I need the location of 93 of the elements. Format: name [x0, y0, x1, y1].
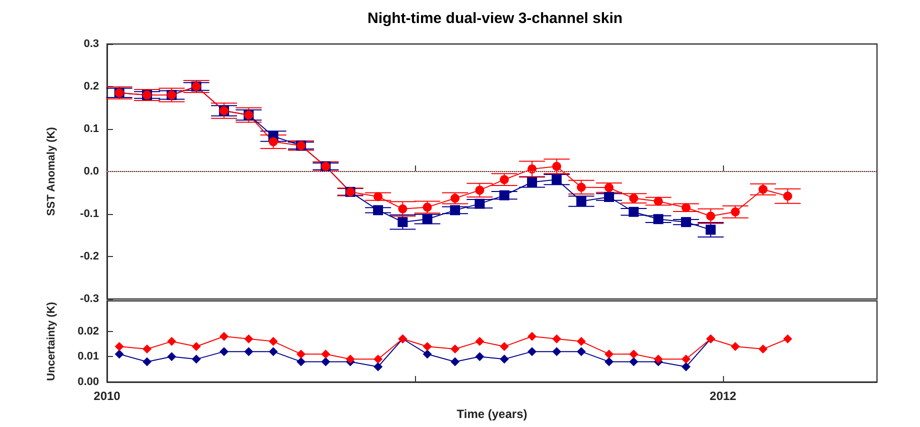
point: [244, 347, 254, 356]
point: [500, 354, 509, 364]
y-tick-label: -0.1: [80, 208, 99, 220]
point: [475, 352, 484, 362]
point: [604, 183, 614, 192]
point: [268, 347, 278, 356]
point: [450, 194, 460, 203]
point: [500, 342, 509, 351]
point: [682, 362, 691, 372]
point: [499, 190, 510, 200]
point: [474, 198, 485, 209]
point: [321, 357, 330, 366]
chart-title: Night-time dual-view 3-channel skin: [367, 10, 623, 27]
x-tick-label: 2010: [94, 389, 121, 403]
point: [268, 137, 278, 146]
point: [783, 334, 792, 344]
point: [528, 332, 537, 341]
point: [654, 196, 663, 206]
point: [220, 347, 229, 356]
point: [475, 186, 484, 195]
point: [296, 357, 306, 366]
x-axis-title: Time (years): [456, 407, 528, 421]
point: [192, 354, 201, 364]
point: [167, 336, 176, 346]
point: [422, 214, 432, 224]
point: [730, 207, 740, 216]
point: [604, 350, 614, 359]
x-tick-label: 2012: [710, 389, 737, 403]
y-tick-label: 0.2: [84, 80, 99, 92]
point: [142, 357, 152, 366]
point: [629, 194, 638, 203]
point: [373, 205, 384, 216]
point: [422, 342, 432, 351]
point: [653, 214, 664, 224]
y-tick-label: 0.0: [84, 166, 99, 178]
point: [552, 347, 562, 356]
point: [576, 347, 586, 356]
point: [528, 164, 537, 174]
point: [527, 177, 538, 188]
point: [398, 204, 408, 214]
point: [682, 354, 691, 364]
point: [628, 206, 639, 217]
point: [321, 350, 330, 359]
point: [552, 334, 562, 344]
point: [114, 350, 124, 359]
y-tick-label: 0.00: [78, 376, 99, 388]
point: [730, 342, 740, 351]
point: [374, 354, 383, 364]
y-tick-label: 0.01: [78, 350, 99, 363]
point: [450, 205, 460, 216]
point: [682, 203, 691, 212]
point: [422, 202, 432, 212]
point: [475, 336, 484, 346]
point: [374, 362, 383, 372]
point: [654, 354, 663, 364]
point: [244, 334, 254, 344]
point: [552, 174, 562, 185]
point: [114, 342, 124, 351]
point: [450, 357, 460, 366]
point: [167, 352, 176, 362]
point: [604, 192, 614, 202]
point: [450, 344, 460, 354]
y-tick-label: 0.1: [84, 123, 99, 135]
point: [629, 350, 638, 359]
point: [552, 162, 562, 171]
point: [758, 184, 768, 194]
point: [296, 350, 306, 359]
point: [629, 357, 638, 366]
point: [142, 344, 152, 354]
point: [346, 354, 355, 364]
y-tick-label: 0.02: [78, 325, 99, 338]
point: [374, 192, 383, 202]
point: [576, 182, 586, 192]
point: [422, 350, 432, 359]
point: [758, 344, 768, 354]
point: [268, 336, 278, 346]
point: [500, 175, 509, 184]
point: [706, 212, 716, 221]
point: [706, 224, 716, 235]
y-tick-label: -0.2: [80, 250, 99, 262]
point: [576, 196, 586, 206]
y-tick-label: -0.3: [80, 293, 99, 305]
point: [220, 332, 229, 341]
point: [681, 217, 692, 228]
y-axis-title: SST Anomaly (K): [46, 126, 58, 216]
point: [398, 217, 408, 228]
y-axis-title: Uncertainty (K): [46, 302, 58, 381]
point: [576, 336, 586, 346]
point: [783, 192, 792, 201]
point: [192, 342, 201, 351]
point: [604, 357, 614, 366]
point: [528, 347, 537, 356]
y-tick-label: 0.3: [84, 38, 99, 50]
